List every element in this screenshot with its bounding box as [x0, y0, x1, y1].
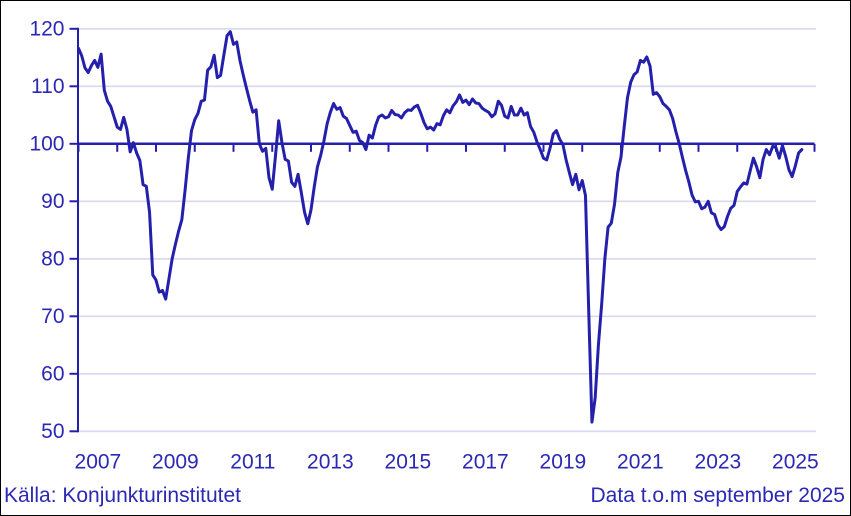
- x-tick-label-2019: 2019: [540, 451, 587, 474]
- y-tick-label-70: 70: [41, 305, 64, 328]
- x-tick-label-2017: 2017: [462, 451, 509, 474]
- x-tick-label-2025: 2025: [772, 451, 819, 474]
- x-tick-label-2009: 2009: [152, 451, 199, 474]
- x-tick-label-2007: 2007: [75, 451, 122, 474]
- y-tick-label-110: 110: [31, 75, 64, 98]
- indicator-line-series: [77, 30, 804, 424]
- y-tick-label-60: 60: [41, 362, 64, 385]
- chart-data-note: Data t.o.m september 2025: [590, 484, 845, 507]
- y-tick-label-100: 100: [29, 132, 64, 155]
- y-tick-label-80: 80: [41, 247, 64, 270]
- y-tick-label-90: 90: [41, 190, 64, 213]
- x-tick-label-2011: 2011: [230, 451, 275, 474]
- x-tick-label-2021: 2021: [617, 451, 664, 474]
- y-tick-label-50: 50: [41, 420, 64, 443]
- x-tick-label-2015: 2015: [385, 451, 432, 474]
- y-tick-label-120: 120: [29, 17, 64, 40]
- x-tick-label-2013: 2013: [307, 451, 354, 474]
- chart-source-label: Källa: Konjunkturinstitutet: [4, 484, 241, 507]
- x-tick-label-2023: 2023: [695, 451, 742, 474]
